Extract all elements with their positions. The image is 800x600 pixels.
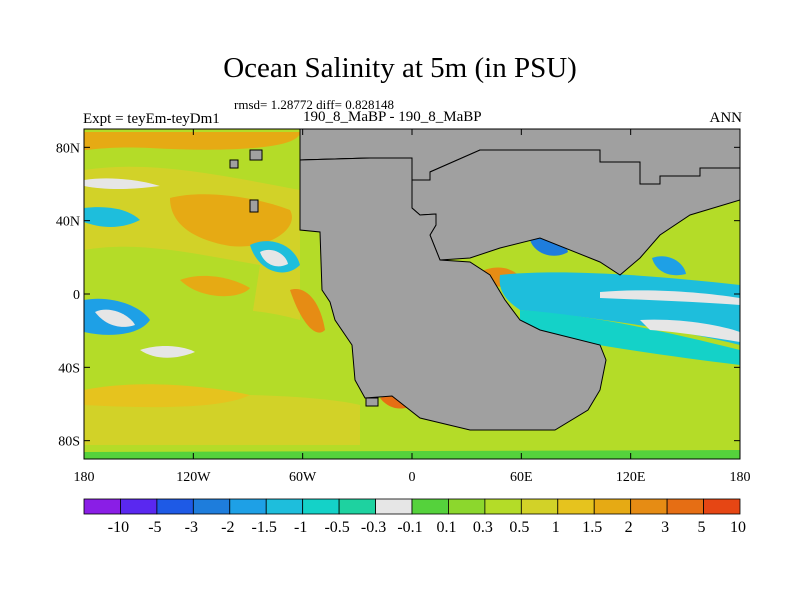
southern-yellow-band bbox=[84, 394, 360, 445]
colorbar-label: 10 bbox=[730, 519, 746, 536]
colorbar-swatch bbox=[593, 498, 632, 515]
east-tethys-blue-patch bbox=[652, 256, 686, 276]
white-patch-3 bbox=[140, 345, 195, 358]
colorbar-label: 1.5 bbox=[582, 519, 602, 536]
gondwana-land bbox=[299, 157, 607, 431]
colorbar-swatch bbox=[630, 498, 668, 515]
north-pacific-orange-patch bbox=[170, 194, 292, 247]
small-island-3 bbox=[249, 199, 259, 213]
white-patch-5 bbox=[640, 319, 740, 342]
white-patch-4 bbox=[600, 290, 740, 305]
colorbar-swatch bbox=[520, 498, 559, 515]
colorbar-label: -5 bbox=[148, 519, 161, 536]
tethys-teal-band bbox=[520, 310, 740, 365]
map-title: Ocean Salinity at 5m (in PSU) bbox=[223, 52, 577, 84]
north-pacific-cyan-patch bbox=[84, 207, 140, 227]
colorbar-swatch bbox=[192, 498, 231, 515]
lon-tick-label: 180 bbox=[730, 470, 751, 485]
lat-tick-label: 0 bbox=[73, 288, 80, 303]
colorbar-label: -0.1 bbox=[397, 519, 422, 536]
colorbar-swatch bbox=[83, 498, 121, 515]
small-island-2 bbox=[229, 159, 239, 169]
lat-tick-label: 80S bbox=[58, 435, 80, 450]
experiment-label: Expt = teyEm-teyDm1 bbox=[83, 111, 220, 127]
lon-tick-label: 0 bbox=[409, 470, 416, 485]
colorbar-label: 0.1 bbox=[436, 519, 456, 536]
lat-tick-label: 80N bbox=[56, 141, 80, 156]
colorbar-label: -1.5 bbox=[252, 519, 277, 536]
colorbar-label: 1 bbox=[552, 519, 560, 536]
east-pacific-orange-patch bbox=[290, 289, 325, 333]
colorbar-label: 0.3 bbox=[473, 519, 493, 536]
colorbar-swatch bbox=[411, 498, 449, 515]
colorbar-swatch bbox=[666, 498, 704, 515]
colorbar-swatch bbox=[557, 498, 595, 515]
rmsd-diff-stats: rmsd= 1.28772 diff= 0.828148 bbox=[234, 97, 394, 112]
white-patch-7 bbox=[84, 178, 160, 189]
colorbar-label: -2 bbox=[221, 519, 234, 536]
colorbar-swatch bbox=[120, 498, 158, 515]
colorbar-label: 0.5 bbox=[509, 519, 529, 536]
lat-tick-label: 40N bbox=[56, 215, 80, 230]
colorbar-swatch bbox=[484, 498, 522, 515]
colorbar-swatch bbox=[229, 498, 267, 515]
colorbar-label: 2 bbox=[625, 519, 633, 536]
pacific-orange-patch bbox=[180, 275, 250, 297]
colorbar-label: -10 bbox=[108, 519, 129, 536]
map-axes: 80N 40N 0 40S 80S 180 120W 60W 0 60E 120E 180 bbox=[56, 129, 751, 485]
colorbar-swatch bbox=[448, 498, 486, 515]
small-island-4 bbox=[365, 397, 379, 407]
colorbar-swatch bbox=[703, 498, 741, 515]
colorbar-label: -1 bbox=[294, 519, 307, 536]
colorbar-swatch bbox=[375, 498, 413, 515]
colorbar-label: -0.5 bbox=[324, 519, 349, 536]
lon-tick-label: 180 bbox=[74, 470, 95, 485]
colorbar-label: -0.3 bbox=[361, 519, 386, 536]
lon-tick-label: 120W bbox=[176, 470, 211, 485]
colorbar-label: -3 bbox=[185, 519, 198, 536]
white-patch-1 bbox=[95, 309, 135, 327]
lon-tick-label: 60E bbox=[510, 470, 533, 485]
lon-tick-label: 120E bbox=[616, 470, 646, 485]
lat-tick-label: 40S bbox=[58, 361, 80, 376]
south-pacific-orange-patch bbox=[84, 384, 250, 408]
colorbar-swatch bbox=[265, 498, 304, 515]
colorbar-swatch bbox=[338, 498, 376, 515]
lon-tick-label: 60W bbox=[289, 470, 317, 485]
white-patch-2 bbox=[260, 249, 288, 267]
arctic-orange-band bbox=[84, 132, 300, 150]
colorbar: -10 -5 -3 -2 -1.5 -1 -0.5 -0.3 -0.1 0.1 0.3 0.5 1 1.5… bbox=[83, 498, 746, 536]
colorbar-swatch bbox=[156, 498, 194, 515]
season-label: ANN bbox=[709, 110, 743, 126]
difference-label: 190_8_MaBP - 190_8_MaBP bbox=[303, 109, 482, 125]
map-field bbox=[84, 129, 740, 459]
colorbar-swatch bbox=[302, 498, 340, 515]
small-island-1 bbox=[249, 149, 263, 161]
colorbar-label: 3 bbox=[661, 519, 669, 536]
colorbar-label: 5 bbox=[698, 519, 706, 536]
